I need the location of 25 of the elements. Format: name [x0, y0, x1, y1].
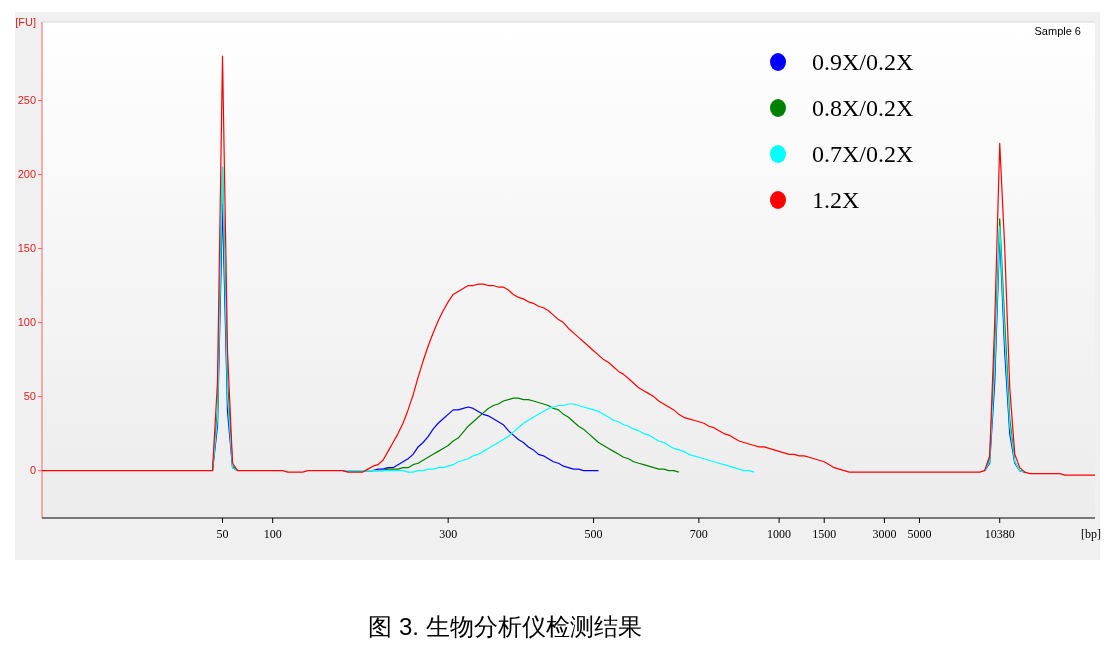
y-tick-label: 100: [17, 316, 36, 329]
x-tick-label: 3000: [872, 527, 897, 541]
y-tick-label: 200: [17, 168, 36, 181]
x-tick-label: 10380: [984, 527, 1015, 541]
legend-label: 0.9X/0.2X: [812, 49, 914, 76]
x-tick-label: 50: [216, 527, 229, 541]
y-tick-label: 50: [23, 390, 36, 403]
y-tick-label: 150: [17, 242, 36, 255]
x-tick-label: 700: [689, 527, 708, 541]
y-tick-label: 0: [29, 464, 36, 477]
legend-label: 0.8X/0.2X: [812, 95, 914, 122]
x-tick-label: 1500: [812, 527, 837, 541]
legend-label: 0.7X/0.2X: [812, 141, 914, 168]
x-tick-label: 500: [584, 527, 603, 541]
x-tick-label: 300: [439, 527, 458, 541]
line-series: [41, 55, 1096, 476]
legend-label: 1.2X: [812, 187, 860, 214]
y-axis-title: [FU]: [15, 16, 36, 28]
x-tick-label: 5000: [907, 527, 932, 541]
text: 图 3. 生物分析仪检测结果: [368, 613, 642, 640]
x-axis-title: [bp]: [1081, 527, 1101, 541]
annotation: Sample 6: [1034, 25, 1081, 37]
x-tick-label: 100: [263, 527, 282, 541]
x-tick-label: 1000: [767, 527, 792, 541]
y-tick-label: 250: [17, 94, 36, 107]
